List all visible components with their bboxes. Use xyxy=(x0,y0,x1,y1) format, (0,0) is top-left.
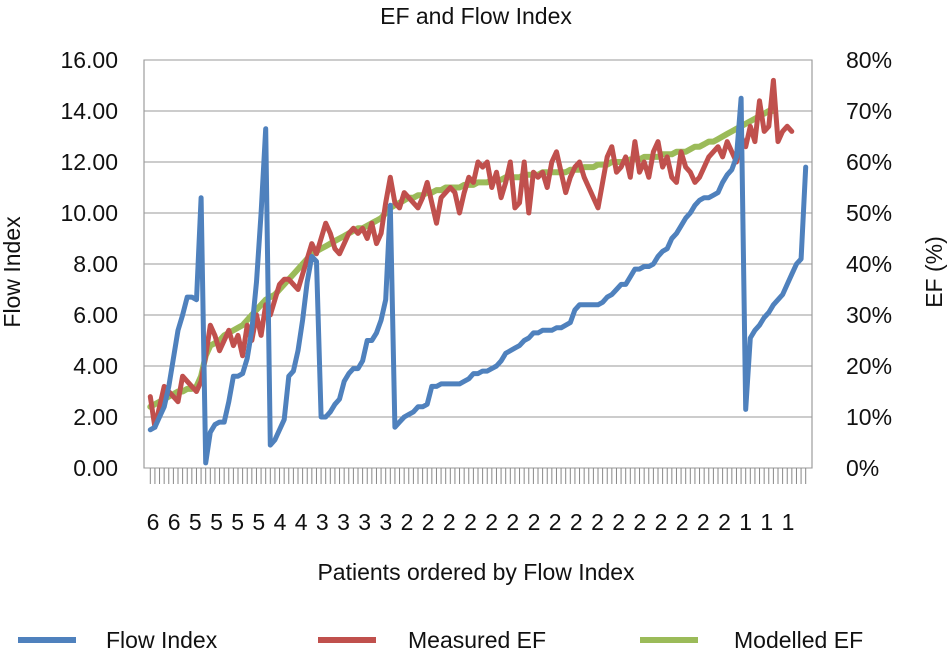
series-line-flow-index xyxy=(147,95,809,466)
y-right-tick-label: 30% xyxy=(846,302,892,328)
x-tick-label: 2 xyxy=(443,509,456,535)
x-axis-label: Patients ordered by Flow Index xyxy=(317,559,635,585)
y-right-tick-label: 40% xyxy=(846,251,892,277)
x-tick-label: 1 xyxy=(760,509,773,535)
left-axis-ticks: 0.00 2.00 4.00 6.00 8.00 10.00 12.00 14.00 16.00 xyxy=(60,47,118,481)
x-tick-label: 5 xyxy=(189,509,202,535)
x-tick-label: 4 xyxy=(274,509,287,535)
y-left-tick-label: 12.00 xyxy=(60,149,118,175)
y-left-tick-label: 8.00 xyxy=(73,251,118,277)
x-tick-label: 5 xyxy=(210,509,223,535)
y-right-tick-label: 60% xyxy=(846,149,892,175)
legend-label-modelled-ef: Modelled EF xyxy=(734,627,863,653)
x-tick-label: 1 xyxy=(782,509,795,535)
legend-label-measured-ef: Measured EF xyxy=(408,627,546,653)
x-tick-label: 2 xyxy=(549,509,562,535)
series-line-measured-ef xyxy=(147,77,795,430)
x-tick-label: 3 xyxy=(337,509,350,535)
x-tick-label: 3 xyxy=(358,509,371,535)
y-right-tick-label: 0% xyxy=(846,455,879,481)
x-tick-label: 2 xyxy=(697,509,710,535)
x-tick-label: 2 xyxy=(655,509,668,535)
y-left-tick-label: 0.00 xyxy=(73,455,118,481)
right-axis-ticks: 0% 10% 20% 30% 40% 50% 60% 70% 80% xyxy=(846,47,892,481)
y-right-tick-label: 50% xyxy=(846,200,892,226)
legend-item-measured-ef: Measured EF xyxy=(318,627,546,653)
legend: Flow Index Measured EF Modelled EF xyxy=(18,627,863,653)
x-tick-label: 3 xyxy=(379,509,392,535)
x-tick-label: 2 xyxy=(718,509,731,535)
y-axis-right-label: EF (%) xyxy=(921,236,947,308)
x-tick-label: 2 xyxy=(633,509,646,535)
x-tick-label: 2 xyxy=(528,509,541,535)
legend-label-flow-index: Flow Index xyxy=(106,627,218,653)
y-right-tick-label: 70% xyxy=(846,98,892,124)
x-tick-label: 2 xyxy=(591,509,604,535)
y-axis-left-label: Flow Index xyxy=(0,216,25,328)
series-lines xyxy=(147,77,809,466)
x-tick-label: 2 xyxy=(676,509,689,535)
x-tick-label: 3 xyxy=(316,509,329,535)
legend-item-modelled-ef: Modelled EF xyxy=(640,627,863,653)
grid-lines xyxy=(144,59,812,469)
y-left-tick-label: 16.00 xyxy=(60,47,118,73)
y-right-tick-label: 80% xyxy=(846,47,892,73)
x-tick-label: 2 xyxy=(464,509,477,535)
y-left-tick-label: 6.00 xyxy=(73,302,118,328)
x-tick-label: 5 xyxy=(231,509,244,535)
x-tick-label: 2 xyxy=(422,509,435,535)
y-left-tick-label: 10.00 xyxy=(60,200,118,226)
x-axis-minor-ticks xyxy=(149,468,807,484)
y-left-tick-label: 2.00 xyxy=(73,404,118,430)
x-tick-label: 6 xyxy=(147,509,160,535)
y-left-tick-label: 14.00 xyxy=(60,98,118,124)
x-tick-label: 5 xyxy=(252,509,265,535)
chart-title: EF and Flow Index xyxy=(380,3,572,29)
x-tick-label: 2 xyxy=(506,509,519,535)
legend-item-flow-index: Flow Index xyxy=(18,627,218,653)
y-left-tick-label: 4.00 xyxy=(73,353,118,379)
x-tick-label: 2 xyxy=(570,509,583,535)
x-tick-label: 2 xyxy=(485,509,498,535)
x-tick-label: 6 xyxy=(168,509,181,535)
x-tick-label: 2 xyxy=(612,509,625,535)
x-tick-label: 1 xyxy=(739,509,752,535)
x-tick-label: 4 xyxy=(295,509,308,535)
x-tick-label: 2 xyxy=(401,509,414,535)
y-right-tick-label: 10% xyxy=(846,404,892,430)
y-right-tick-label: 20% xyxy=(846,353,892,379)
